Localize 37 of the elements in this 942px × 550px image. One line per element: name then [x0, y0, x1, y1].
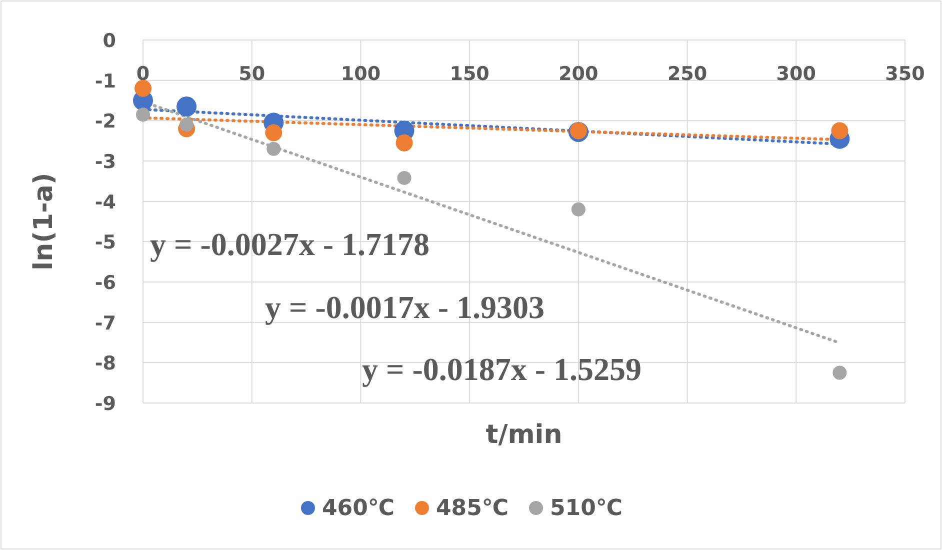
- point: [134, 80, 152, 97]
- point: [266, 142, 281, 156]
- point: [571, 202, 586, 216]
- x-tick-label: 50: [238, 63, 266, 85]
- x-axis-title: t/min: [486, 420, 562, 450]
- annotation: y = -0.0027x - 1.7178: [150, 226, 430, 262]
- annotation: y = -0.0187x - 1.5259: [362, 351, 642, 387]
- point: [831, 122, 848, 140]
- y-tick-label: -3: [94, 151, 116, 173]
- y-tick-label: 0: [102, 30, 116, 52]
- point: [396, 134, 413, 152]
- x-tick-label: 200: [558, 63, 598, 85]
- x-tick-label: 0: [136, 63, 150, 85]
- annotation: y = -0.0017x - 1.9303: [265, 289, 545, 325]
- point: [832, 366, 847, 380]
- x-tick-label: 250: [667, 63, 708, 85]
- y-tick-label: -4: [94, 191, 116, 214]
- point: [397, 170, 412, 185]
- x-tick-label: 150: [450, 63, 490, 85]
- y-tick-label: -7: [94, 312, 116, 334]
- legend-label: 485℃: [436, 496, 509, 521]
- y-tick-label: -1: [94, 70, 116, 92]
- legend-label: 460℃: [322, 496, 395, 521]
- point: [180, 118, 194, 132]
- y-axis-title: ln(1-a): [29, 172, 59, 270]
- point: [176, 96, 197, 117]
- point: [136, 108, 150, 122]
- y-tick-label: -6: [94, 272, 116, 294]
- x-tick-label: 300: [776, 63, 816, 85]
- y-tick-label: -8: [94, 352, 116, 375]
- point: [265, 124, 282, 142]
- y-tick-label: -5: [94, 232, 116, 254]
- x-tick-label: 100: [340, 63, 381, 85]
- x-tick-label: 350: [885, 63, 925, 85]
- legend-label: 510℃: [550, 496, 623, 521]
- y-tick-label: -9: [94, 393, 116, 415]
- y-tick-label: -2: [94, 110, 116, 133]
